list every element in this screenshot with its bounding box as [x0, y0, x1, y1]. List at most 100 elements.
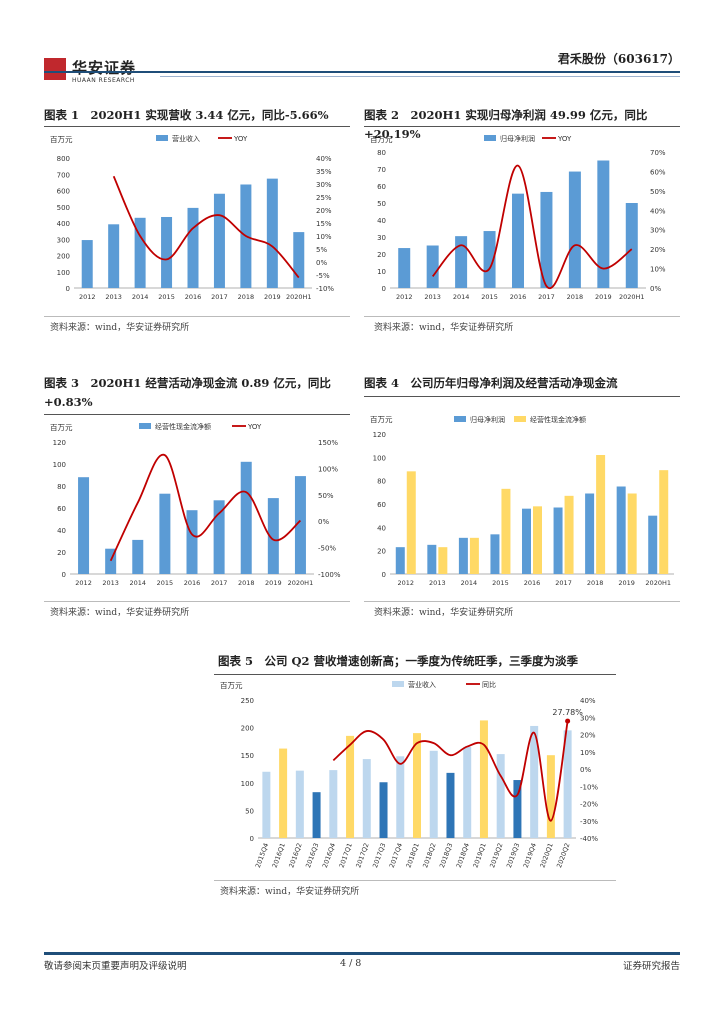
x-tick-label: 2019Q4	[522, 842, 538, 869]
y-tick-label: 60	[57, 505, 66, 513]
y2-tick-label: 20%	[580, 732, 596, 740]
figure-1-title: 图表 1 2020H1 实现营收 3.44 亿元，同比-5.66%	[44, 108, 329, 122]
bar	[108, 224, 120, 288]
x-tick-label: 2017Q4	[388, 842, 404, 869]
bar	[159, 493, 171, 574]
x-tick-label: 2017Q2	[354, 842, 370, 869]
y2-tick-label: -50%	[318, 545, 336, 553]
x-tick-label: 2016	[510, 293, 527, 301]
x-tick-label: 2016Q2	[287, 842, 303, 869]
brand-subtitle: HUAAN RESEARCH	[72, 77, 135, 84]
y2-tick-label: 70%	[650, 149, 666, 157]
bar	[266, 178, 278, 288]
bar	[568, 171, 581, 288]
bar	[463, 746, 472, 838]
y-tick-label: 20	[57, 549, 66, 557]
bar	[187, 207, 199, 288]
bar	[213, 193, 225, 288]
figure-4-chart: 百万元 0 20 40 60 80 100 120 2012 2013 2014 2015 2016 20…	[370, 415, 674, 587]
figure-3-title: 图表 3 2020H1 经营活动净现金流 0.89 亿元，同比+0.83%	[44, 376, 331, 409]
y-tick-label: 0	[250, 835, 254, 843]
y2-tick-label: 35%	[316, 168, 332, 176]
bar	[530, 725, 539, 838]
figure-1-source: 资料来源：wind，华安证券研究所	[50, 323, 190, 333]
bar	[540, 191, 553, 288]
y-tick-label: 80	[57, 483, 66, 491]
bar	[585, 493, 595, 574]
y-tick-label: 250	[241, 697, 254, 705]
bar	[469, 537, 479, 574]
legend-label: 营业收入	[172, 134, 200, 143]
y2-tick-label: 100%	[318, 465, 338, 473]
figure-4-source: 资料来源：wind，华安证券研究所	[374, 608, 514, 618]
x-tick-label: 2020H1	[288, 579, 314, 587]
bar	[455, 236, 468, 288]
yoy-marker	[565, 718, 571, 724]
yoy-line	[109, 453, 302, 562]
yoy-line	[112, 175, 300, 279]
x-tick-label: 2018	[587, 579, 604, 587]
y-tick-label: 600	[57, 188, 70, 196]
y-tick-label: 100	[241, 780, 254, 788]
x-tick-label: 2013	[429, 579, 446, 587]
figure-3-source: 资料来源：wind，华安证券研究所	[50, 608, 190, 618]
figure-5-title: 图表 5 公司 Q2 营收增速创新高；一季度为传统旺季，三季度为淡季	[218, 654, 579, 668]
unit-label: 百万元	[370, 415, 393, 424]
legend-label: 归母净利润	[470, 415, 505, 424]
y2-tick-label: 50%	[318, 492, 334, 500]
x-tick-label: 2017Q3	[371, 842, 387, 869]
bar	[596, 455, 606, 574]
legend-swatch	[139, 423, 151, 429]
bar	[81, 240, 93, 288]
bar	[564, 495, 574, 574]
y2-tick-label: -10%	[316, 285, 334, 293]
x-tick-label: 2017	[538, 293, 555, 301]
y-tick-label: 30	[377, 234, 386, 242]
y2-tick-label: 60%	[650, 168, 666, 176]
bar	[616, 486, 626, 574]
figure-3-chart: 百万元 0 20 40 60 80 100 120 -100% -50% 0% 50% 100% 150%…	[50, 422, 341, 587]
legend-swatch	[392, 681, 404, 687]
y2-tick-label: 0%	[650, 285, 661, 293]
x-tick-label: 2017	[211, 293, 228, 301]
bar	[625, 203, 638, 288]
bar	[483, 231, 496, 288]
x-tick-label: 2012	[398, 579, 415, 587]
bar	[329, 770, 338, 838]
bar	[522, 508, 531, 574]
bar	[134, 217, 146, 288]
bar	[406, 471, 416, 574]
x-tick-label: 2018Q2	[421, 842, 437, 869]
footer-divider	[44, 952, 680, 955]
y-tick-label: 0	[62, 571, 66, 579]
y-tick-label: 400	[57, 220, 70, 228]
brand-name: 华安证券	[72, 59, 137, 77]
x-tick-label: 2020Q2	[555, 842, 571, 869]
legend-swatch	[156, 135, 168, 141]
x-tick-label: 2019	[264, 293, 281, 301]
bar	[398, 248, 411, 288]
y-tick-label: 20	[377, 548, 386, 556]
y-tick-label: 100	[53, 461, 66, 469]
unit-label: 百万元	[220, 681, 243, 690]
bar	[78, 477, 90, 574]
legend-label: YOY	[247, 423, 262, 431]
x-tick-label: 2018Q4	[455, 842, 471, 869]
legend-label: 经营性现金流净额	[155, 422, 211, 431]
figure-4-title: 图表 4 公司历年归母净利润及经营活动净现金流	[364, 376, 618, 390]
bar	[446, 772, 455, 838]
bar	[279, 748, 288, 838]
x-tick-label: 2015	[158, 293, 175, 301]
y2-tick-label: 25%	[316, 194, 332, 202]
y2-tick-label: 10%	[316, 233, 332, 241]
y-tick-label: 700	[57, 171, 70, 179]
legend-label: 经营性现金流净额	[530, 415, 586, 424]
bar	[512, 193, 524, 288]
bar	[496, 754, 505, 838]
legend-label: 归母净利润	[500, 134, 535, 143]
x-tick-label: 2016Q1	[271, 842, 287, 869]
x-tick-label: 2013	[424, 293, 441, 301]
y2-tick-label: -5%	[316, 272, 330, 280]
bar	[161, 216, 173, 288]
y-tick-label: 300	[57, 236, 70, 244]
